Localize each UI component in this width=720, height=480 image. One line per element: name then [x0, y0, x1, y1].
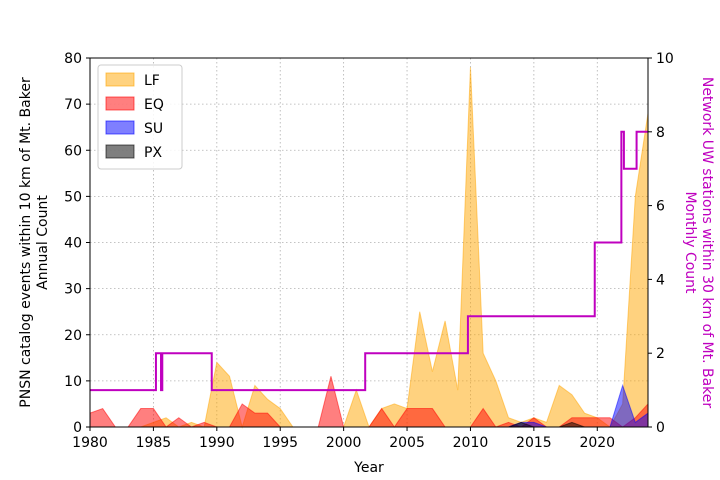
legend-swatch-eq — [105, 96, 135, 111]
legend-swatch-su — [105, 120, 135, 135]
y2-tick-label: 10 — [656, 51, 674, 67]
y-axis-ticks: 0 10 20 30 40 50 60 70 80 — [64, 51, 90, 436]
legend-box — [97, 64, 183, 170]
y2-tick-label: 0 — [656, 420, 665, 436]
y-tick-label: 20 — [64, 328, 82, 344]
y-tick-label: 80 — [64, 51, 82, 67]
y-axis-label-line1: PNSN catalog events within 10 km of Mt. … — [18, 77, 34, 408]
y2-axis-label-line1: Network UW stations within 30 km of Mt. … — [699, 77, 715, 409]
y2-axis-ticks: 0 2 4 6 8 10 — [648, 51, 674, 436]
legend: LF EQ SU PX — [97, 64, 183, 170]
x-tick-label: 1985 — [136, 435, 172, 451]
area-eq — [89, 376, 649, 428]
x-tick-label: 2000 — [326, 435, 362, 451]
y2-tick-label: 2 — [656, 346, 665, 362]
legend-swatch-lf — [105, 72, 135, 87]
y-tick-label: 60 — [64, 143, 82, 159]
y-tick-label: 70 — [64, 97, 82, 113]
station-count-line — [90, 130, 648, 392]
y2-tick-label: 8 — [656, 125, 665, 141]
x-tick-label: 1990 — [199, 435, 235, 451]
y2-tick-label: 6 — [656, 199, 665, 215]
x-tick-label: 2020 — [579, 435, 615, 451]
y-tick-label: 0 — [73, 420, 82, 436]
x-tick-label: 2010 — [453, 435, 489, 451]
y-axis-label-line2: Annual Count — [35, 195, 51, 290]
x-tick-label: 1980 — [72, 435, 108, 451]
y-tick-label: 50 — [64, 189, 82, 205]
legend-label-eq: EQ — [144, 97, 164, 113]
legend-swatch-px — [105, 144, 135, 159]
y2-tick-label: 4 — [656, 272, 665, 288]
x-tick-label: 1995 — [262, 435, 298, 451]
legend-label-px: PX — [144, 145, 162, 161]
legend-label-lf: LF — [144, 73, 160, 89]
x-axis-label: Year — [353, 460, 384, 476]
y-tick-label: 30 — [64, 282, 82, 298]
y2-axis-label-line2: Monthly Count — [682, 191, 698, 294]
x-axis-ticks: 1980 1985 1990 1995 2000 2005 2010 2015 2020 — [72, 427, 615, 451]
y-tick-label: 10 — [64, 374, 82, 390]
station-line — [90, 130, 648, 392]
legend-label-su: SU — [144, 121, 163, 137]
x-tick-label: 2015 — [516, 435, 552, 451]
y-tick-label: 40 — [64, 236, 82, 252]
x-tick-label: 2005 — [389, 435, 425, 451]
